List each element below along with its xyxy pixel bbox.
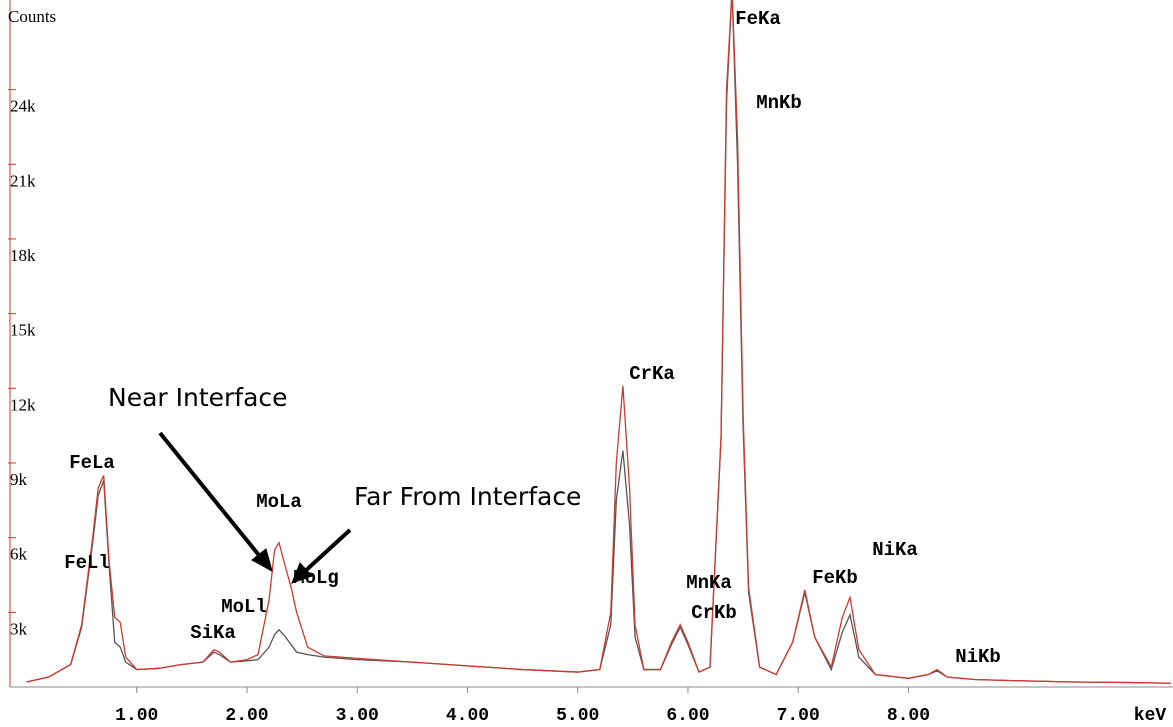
peak-label: NiKb: [955, 646, 1001, 668]
arrow: [301, 528, 352, 575]
peak-label: FeLl: [64, 552, 110, 574]
spectrum-line: [26, 0, 1171, 684]
x-tick-label: 6.00: [666, 706, 709, 726]
x-tick-label: 5.00: [556, 706, 599, 726]
y-tick-label: 21k: [10, 171, 36, 190]
x-tick-label: 7.00: [777, 706, 820, 726]
peak-label: MoLl: [221, 596, 267, 618]
spectrum-line: [26, 0, 1171, 684]
x-tick-label: 4.00: [446, 706, 489, 726]
y-axis-label: Counts: [8, 7, 56, 26]
arrow: [158, 431, 264, 561]
peak-label: SiKa: [190, 622, 236, 644]
x-tick-label: 1.00: [115, 706, 158, 726]
peak-label: MnKa: [686, 572, 732, 594]
x-tick-label: 3.00: [336, 706, 379, 726]
peak-label: FeLa: [69, 452, 115, 474]
peak-label: FeKb: [812, 567, 858, 589]
peak-label: NiKa: [872, 539, 918, 561]
x-tick-label: 8.00: [887, 706, 930, 726]
y-tick-label: 3k: [10, 619, 28, 638]
y-tick-label: 24k: [10, 97, 36, 116]
peak-label: CrKb: [691, 602, 737, 624]
arrows: [158, 431, 352, 584]
y-tick-label: 9k: [10, 470, 28, 489]
y-tick-label: 6k: [10, 545, 28, 564]
x-tick-label: 2.00: [225, 706, 268, 726]
plot-area: [26, 0, 1171, 684]
peak-label: MoLa: [256, 491, 302, 513]
y-tick-label: 18k: [10, 246, 36, 265]
arrowhead: [291, 562, 313, 584]
x-axis-label: keV: [1134, 706, 1167, 726]
peak-label: CrKa: [629, 363, 675, 385]
y-tick-label: 12k: [10, 395, 36, 414]
annotation: Near Interface: [108, 383, 288, 412]
y-tick-label: 15k: [10, 321, 36, 340]
annotation: Far From Interface: [354, 482, 581, 511]
peak-label: FeKa: [735, 8, 781, 30]
arrowhead: [251, 548, 273, 573]
peak-label: MnKb: [756, 92, 802, 114]
